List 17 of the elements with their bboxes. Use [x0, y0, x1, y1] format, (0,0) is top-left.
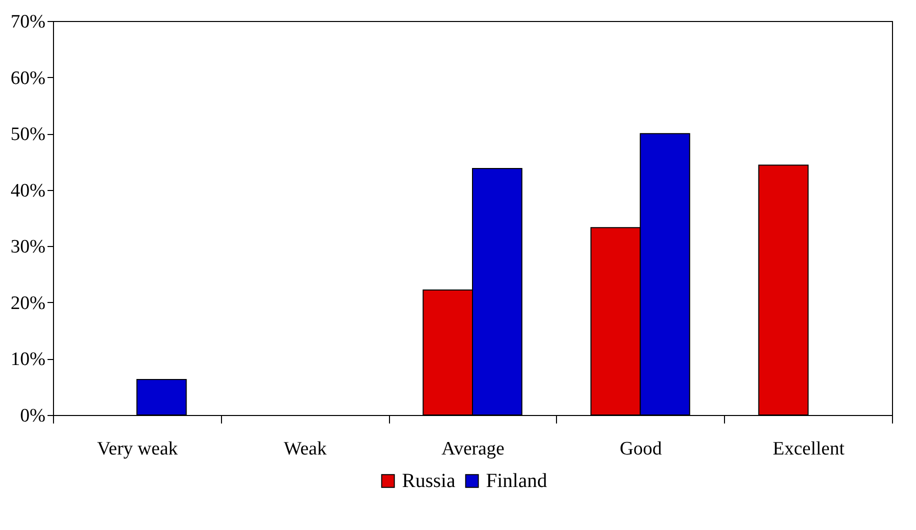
legend-label: Russia: [402, 470, 456, 492]
x-tick-label: Weak: [284, 438, 328, 460]
bar: [136, 379, 187, 416]
x-tick-label: Excellent: [772, 438, 846, 460]
y-tick-label: 10%: [10, 349, 46, 370]
y-tick-label: 40%: [10, 180, 46, 202]
x-tick-label: Very weak: [97, 438, 178, 460]
x-tick-label: Good: [620, 438, 662, 460]
bar: [758, 164, 809, 416]
y-tick-label: 60%: [10, 68, 46, 89]
legend-label: Finland: [486, 470, 548, 492]
y-tick-label: 30%: [10, 236, 46, 258]
y-tick-label: 20%: [10, 292, 46, 314]
y-tick-label: 70%: [10, 12, 46, 32]
y-tick-label: 50%: [10, 124, 46, 146]
y-tick-label: 0%: [20, 406, 46, 426]
x-tick-label: Average: [442, 438, 504, 460]
